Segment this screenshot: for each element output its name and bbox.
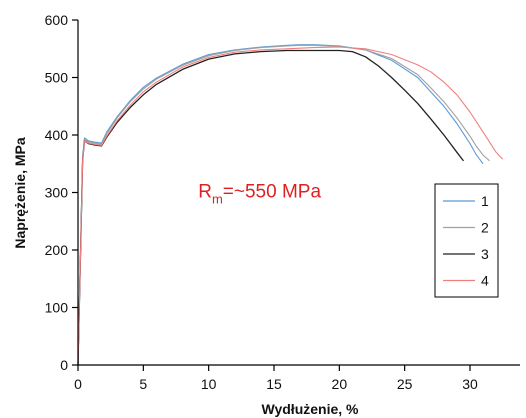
series-layer (77, 44, 504, 366)
y-tick-label: 100 (45, 300, 69, 316)
x-tick-label: 0 (74, 376, 82, 392)
x-tick-label: 20 (332, 376, 348, 392)
rm-annotation-subscript: m (212, 192, 223, 207)
series-line-2 (77, 44, 490, 366)
y-tick-label: 400 (45, 127, 69, 143)
x-axis-title: Wydłużenie, % (262, 401, 360, 417)
y-tick-label: 500 (45, 70, 69, 86)
y-tick-label: 300 (45, 185, 69, 201)
y-tick-label: 0 (60, 357, 68, 373)
series-line-3 (77, 49, 465, 366)
x-axis-ticks: 0 5 10 15 20 25 30 (74, 365, 478, 392)
legend-items: 1 2 3 4 (443, 193, 489, 289)
x-tick-label: 25 (397, 376, 413, 392)
x-tick-label: 10 (201, 376, 217, 392)
rm-annotation: Rm=~550 MPa (198, 182, 321, 207)
y-tick-label: 200 (45, 242, 69, 258)
legend-label-2: 2 (481, 220, 489, 236)
y-axis-ticks: 0 100 200 300 400 500 600 (45, 12, 78, 373)
x-tick-label: 15 (266, 376, 282, 392)
y-axis-title: Naprężenie, MPa (12, 137, 28, 248)
x-tick-label: 30 (462, 376, 478, 392)
legend: 1 2 3 4 (434, 183, 499, 298)
legend-label-1: 1 (481, 193, 489, 209)
rm-annotation-prefix: R (198, 182, 212, 203)
rm-annotation-suffix: =~550 MPa (223, 182, 322, 203)
legend-label-3: 3 (481, 246, 489, 262)
y-tick-label: 600 (45, 12, 69, 28)
legend-label-4: 4 (481, 273, 489, 289)
series-line-4 (77, 46, 504, 366)
x-tick-label: 5 (139, 376, 147, 392)
series-line-1 (77, 44, 484, 366)
legend-box (434, 183, 499, 298)
